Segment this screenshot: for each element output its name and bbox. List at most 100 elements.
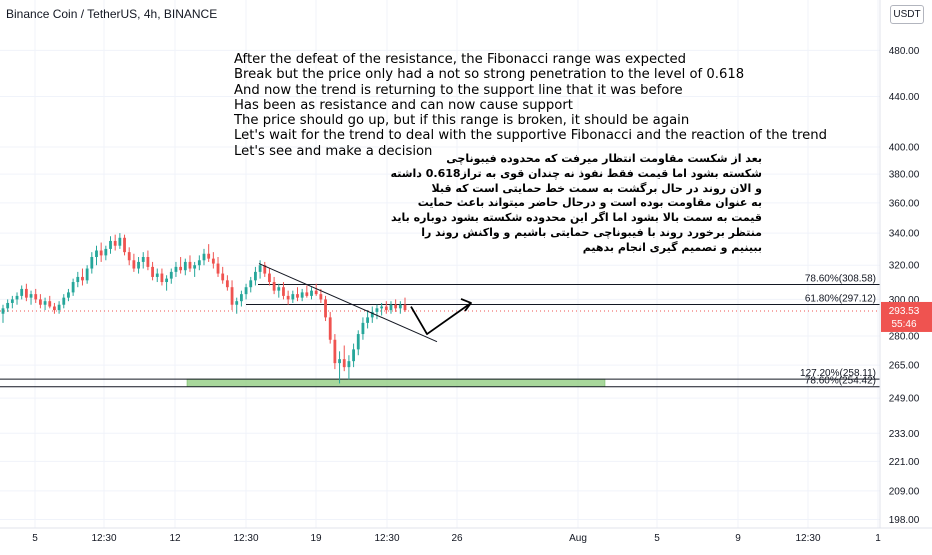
candle-body [169,271,173,279]
candle-body [188,261,192,269]
candle-body [342,359,346,368]
x-tick-label: 19 [310,533,322,544]
y-tick-label: 480.00 [889,46,920,57]
fib-level-label: 61.80%(297.12) [805,294,876,305]
candle-body [127,252,131,261]
candle-body [155,273,159,277]
candle-body [48,301,52,307]
candle-body [235,301,239,305]
fib-level-label: 78.60%(308.58) [805,273,876,284]
candle-body [160,273,164,283]
candle-body [225,280,229,288]
currency-button[interactable]: USDT [890,5,924,24]
last-price-label: 293.53 [889,306,920,317]
candle-body [403,304,407,311]
candle-body [67,292,70,298]
candle-body [305,292,309,296]
candle-body [333,339,337,364]
candle-body [29,294,33,298]
candle-body [15,295,19,300]
y-tick-label: 280.00 [889,331,920,342]
candle-body [384,306,388,311]
candle-body [53,306,56,311]
candle-body [81,276,84,281]
candle-body [324,299,327,318]
candle-body [310,290,313,296]
annotation-line: After the defeat of the resistance, the … [234,52,687,67]
candle-body [380,306,384,309]
annotation-line-fa: و الان روند در حال برگشت به سمت خط حمایت… [431,181,762,195]
price-axis[interactable] [880,0,932,550]
annotation-line: Let's wait for the trend to deal with th… [234,128,828,144]
y-tick-label: 221.00 [889,457,920,468]
x-tick-label: 1 [875,533,881,544]
candle-body [99,250,103,256]
candle-body [211,258,215,264]
candle-body [319,294,323,300]
y-tick-label: 249.00 [889,394,920,405]
trendline [258,263,438,343]
candle-body [118,237,122,246]
candle-body [24,288,28,298]
x-tick-label: 26 [451,533,463,544]
annotation-line: Break but the price only had a not so st… [234,67,745,83]
x-tick-label: 12:30 [233,533,258,544]
candle-body [394,304,398,309]
annotation-line: And now the trend is returning to the su… [234,82,683,98]
candle-body [104,248,108,256]
annotation-line-fa: بعد از شکست مقاومت انتظار میرفت که محدود… [446,152,762,165]
candle-body [43,301,47,305]
candle-body [389,304,393,311]
candle-body [71,282,75,293]
candle-body [314,290,318,295]
candle-body [179,266,183,271]
candle-body [254,271,257,281]
support-zone [186,378,606,387]
chart-title: Binance Coin / TetherUS, 4h, BINANCE [6,7,218,21]
candle-body [258,265,262,272]
annotation-line-fa: منتظر برخورد روند با فیبوناچی حمایتی باش… [421,225,762,239]
x-tick-label: 12:30 [795,533,820,544]
candle-body [277,287,281,291]
candle-body [244,287,248,295]
candle-body [76,276,80,283]
y-tick-label: 440.00 [889,92,920,103]
candle-body [197,260,201,266]
candle-body [62,297,66,305]
candle-body [141,257,145,262]
candle-body [85,268,89,281]
candle-body [375,308,379,312]
candle-body [282,287,285,296]
candle-body [95,250,98,258]
candle-body [230,287,234,305]
candle-body [361,322,365,335]
candle-body [20,288,24,296]
candle-body [328,317,332,340]
x-tick-label: 12:30 [91,533,116,544]
candle-body [90,257,94,269]
annotation-line-fa: به عنوان مقاومت بوده است و درحال حاضر می… [417,196,762,210]
candle-body [1,308,5,314]
annotation-line-fa: ببینیم و تصمیم گیری انجام بدهیم [582,240,762,254]
candle-body [249,280,253,288]
candle-body [398,304,402,309]
candle-body [370,311,374,318]
y-tick-label: 400.00 [889,143,920,154]
x-tick-label: 5 [654,533,660,544]
candle-body [352,349,355,362]
y-tick-label: 265.00 [889,361,920,372]
x-tick-label: Aug [569,533,587,544]
projection-path [410,302,472,335]
candle-body [38,299,42,305]
fib-level-label: 78.60%(254.42) [805,376,876,387]
candle-body [300,292,304,298]
y-tick-label: 340.00 [889,229,920,240]
last-price-badge [881,301,932,332]
candle-body [268,273,271,283]
candle-body [347,361,351,368]
x-tick-label: 5 [32,533,38,544]
candle-body [338,359,341,364]
candle-body [366,317,370,323]
